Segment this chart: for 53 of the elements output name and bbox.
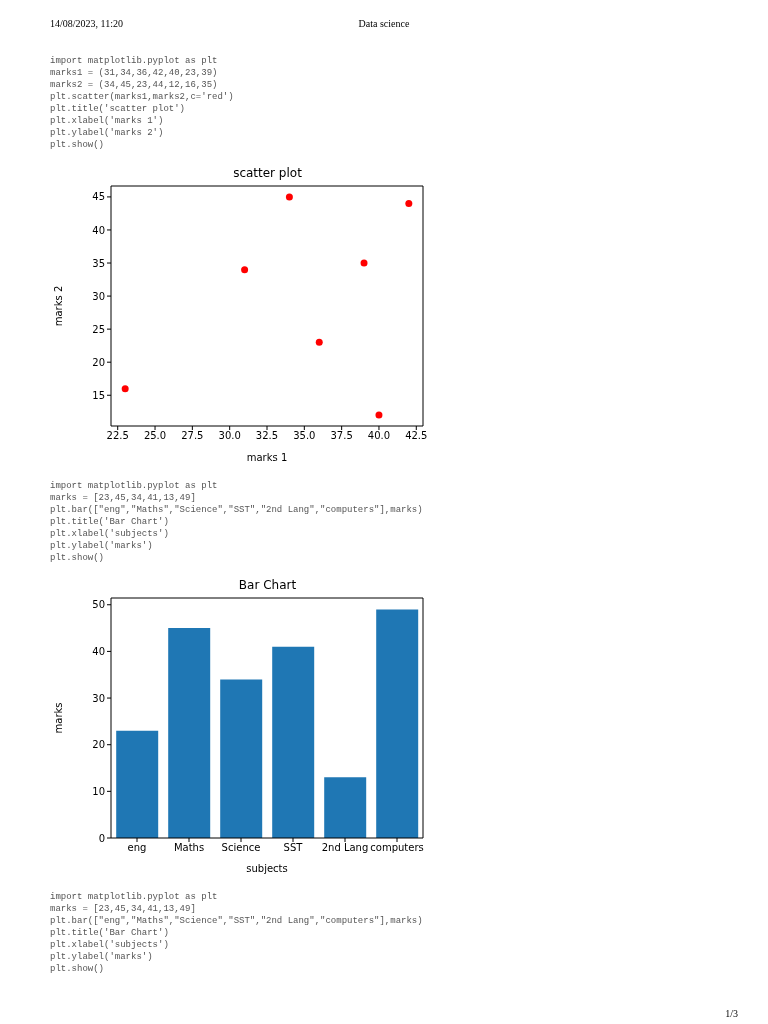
text: import matplotlib.pyplot as plt marks = [23,45,34,41,13,49] plt.bar(["eng","Maths","Science","SST","2nd Lang","computers"],marks) plt.title('Bar Chart') plt.xlabel('subjects') plt.ylabel('marks') plt.show() <box>50 480 423 564</box>
x-tick-label: Maths <box>173 842 205 854</box>
x-tick-label: 25.0 <box>143 430 167 442</box>
point <box>405 200 413 208</box>
x-tick-label: 40.0 <box>367 430 391 442</box>
y-tick-label: 25 <box>92 323 105 335</box>
y-tick-label: 20 <box>92 356 105 368</box>
y-tick-label: 30 <box>92 692 105 704</box>
bar <box>220 679 263 838</box>
text: 1/3 <box>725 1008 738 1019</box>
point <box>285 193 293 201</box>
bar <box>116 730 159 838</box>
point <box>375 411 383 419</box>
y-tick-label: 35 <box>92 257 105 269</box>
y-tick-label: 20 <box>92 739 105 751</box>
x-tick-label: 22.5 <box>106 430 129 442</box>
y-tick-label: 50 <box>92 599 105 611</box>
point <box>315 338 323 346</box>
bar <box>272 646 315 838</box>
y-tick-label: 30 <box>92 290 105 302</box>
x-tick-label: 37.5 <box>330 430 353 442</box>
y-tick-label: 40 <box>92 224 105 236</box>
x-tick-label: eng <box>127 842 147 854</box>
y-tick-label: 0 <box>98 832 105 844</box>
chart-title: Bar Chart <box>237 578 298 592</box>
text: 14/08/2023, 11:20 <box>50 18 123 29</box>
point <box>241 266 249 274</box>
x-tick-label: Science <box>221 842 261 854</box>
y-tick-label: 15 <box>92 389 105 401</box>
y-tick-label: 10 <box>92 785 105 797</box>
bar <box>168 628 211 838</box>
x-axis-title: subjects <box>246 863 288 874</box>
chart-title: scatter plot <box>232 166 303 180</box>
x-tick-label: 2nd Lang <box>321 842 369 854</box>
x-tick-label: 32.5 <box>255 430 279 442</box>
y-tick-label: 40 <box>92 645 105 657</box>
x-tick-label: 27.5 <box>181 430 204 442</box>
bar <box>376 609 419 838</box>
text: import matplotlib.pyplot as plt marks1 = (31,34,36,42,40,23,39) marks2 = (34,45,23,44,12,16,35) plt.scatter(marks1,marks2,c='red') plt.title('scatter plot') plt.xlabel('marks 1') plt.ylabel('marks 2') plt.show() <box>50 55 234 151</box>
point <box>360 259 368 267</box>
point <box>121 385 129 393</box>
x-tick-label: 30.0 <box>218 430 241 442</box>
bar <box>324 777 367 838</box>
x-tick-label: 35.0 <box>293 430 316 442</box>
text: Data science <box>358 18 410 29</box>
x-axis-title: marks 1 <box>246 452 288 463</box>
text: import matplotlib.pyplot as plt marks = [23,45,34,41,13,49] plt.bar(["eng","Maths","Science","SST","2nd Lang","computers"],marks) plt.title('Bar Chart') plt.xlabel('subjects') plt.ylabel('marks') plt.show() <box>50 891 423 975</box>
x-tick-label: SST <box>283 842 304 854</box>
x-tick-label: 42.5 <box>405 430 428 442</box>
y-axis-title: marks 2 <box>52 285 64 327</box>
x-tick-label: computers <box>370 842 424 854</box>
y-tick-label: 45 <box>92 191 105 203</box>
y-axis-title: marks <box>52 702 64 734</box>
